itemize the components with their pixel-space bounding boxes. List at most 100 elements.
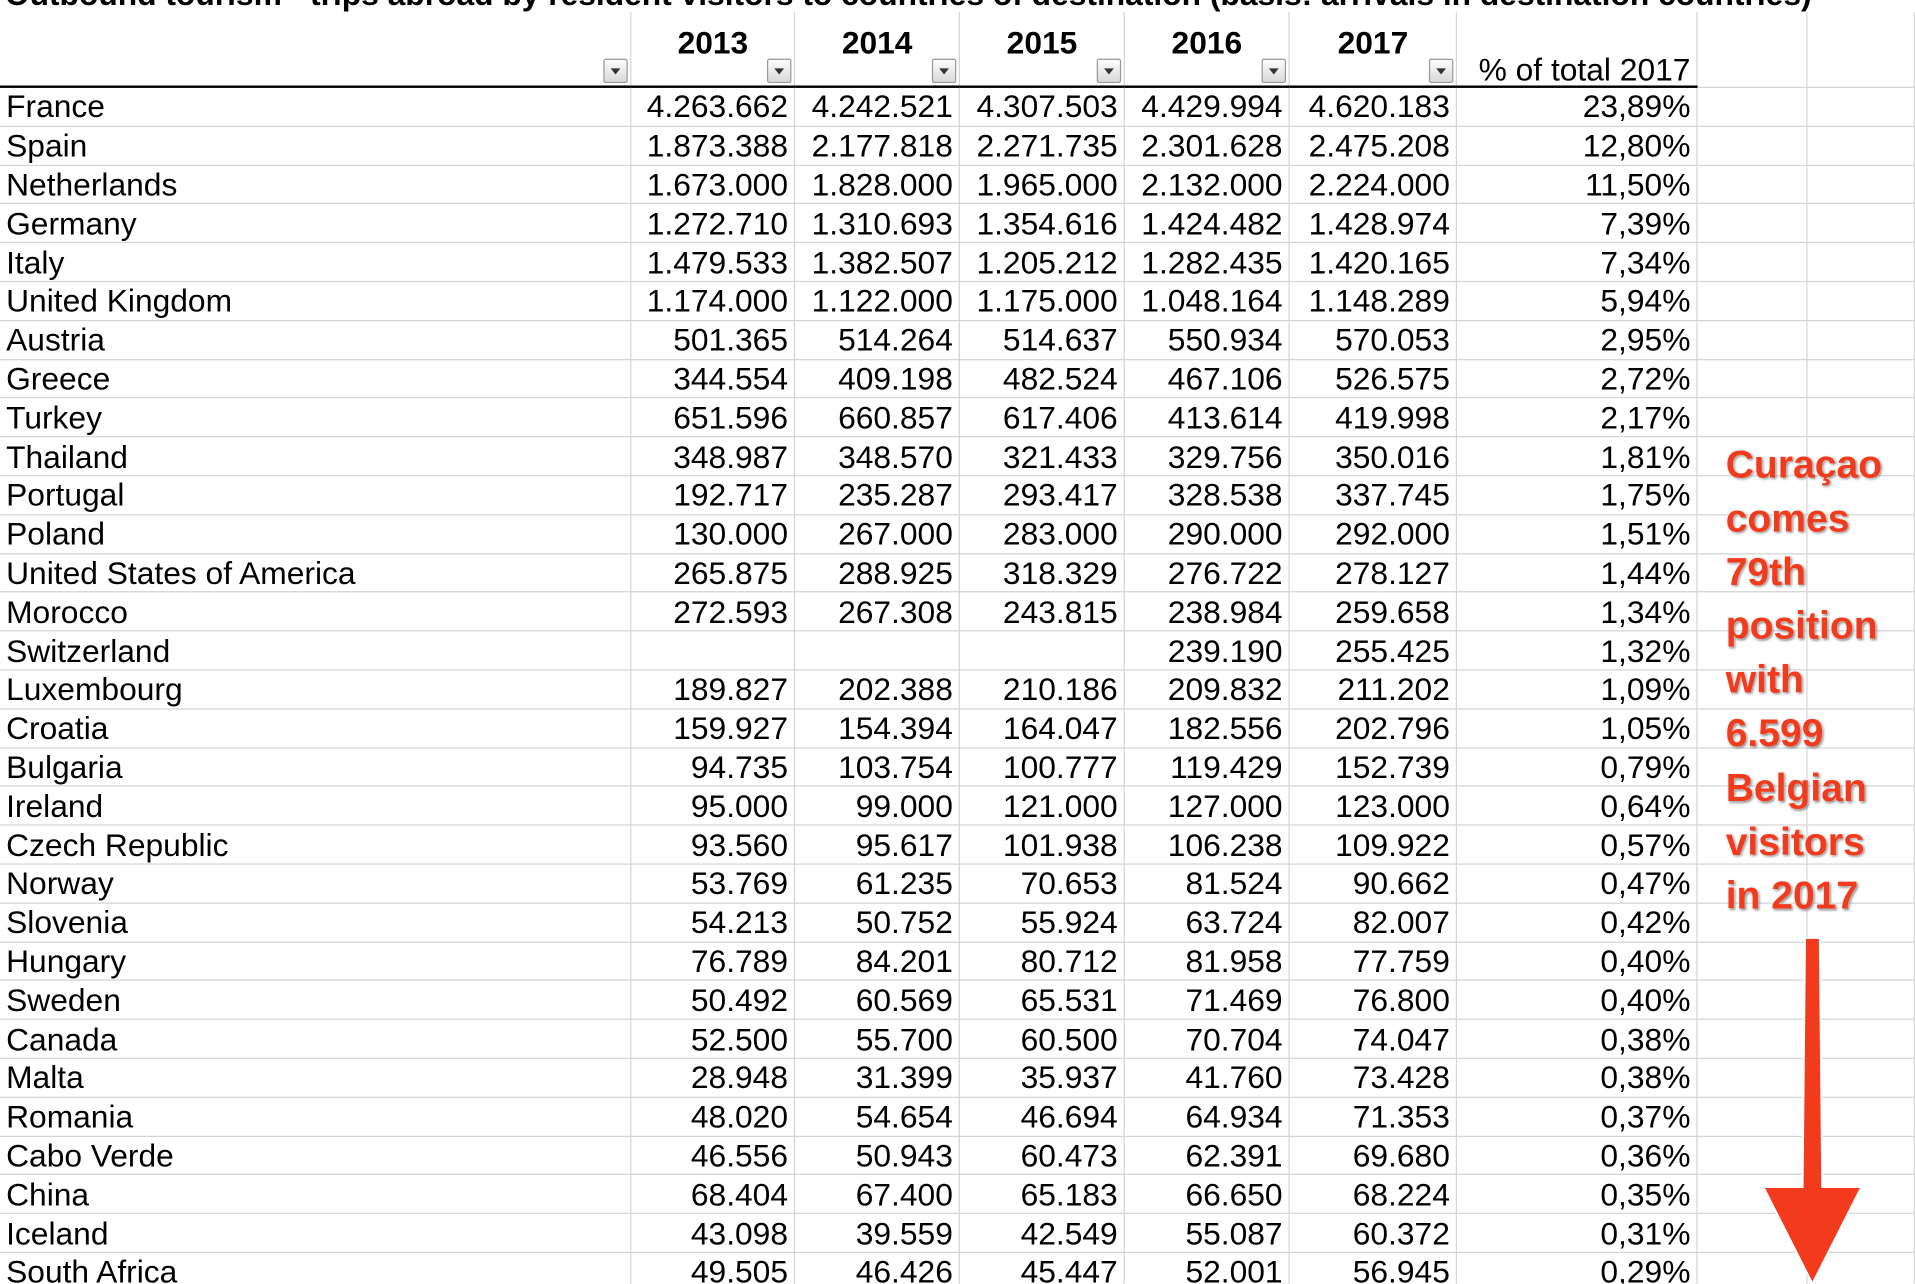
number-cell: 7,39% [1456,203,1698,244]
annotation-line: comes [1725,495,1850,540]
number-cell: 1.424.482 [1124,203,1290,244]
number-cell: 2,17% [1456,397,1698,438]
number-cell: 81.524 [1124,863,1290,904]
country-cell: Romania [0,1096,632,1137]
sheet-title: Outbound tourism - trips abroad by resid… [5,0,1812,13]
table-row: Thailand 348.987 348.570 321.433 329.756 350.… [0,436,1915,477]
number-cell: 2,72% [1456,359,1698,399]
number-cell: 12,80% [1456,126,1698,166]
table-row: Croatia 159.927 154.394 164.047 182.556 202.7… [0,708,1915,749]
table-row: Bulgaria 94.735 103.754 100.777 119.429 152.7… [0,747,1915,787]
table-row: Italy 1.479.533 1.382.507 1.205.212 1.282.43… [0,242,1915,283]
number-cell: 55.924 [959,902,1126,943]
number-cell: 0,31% [1456,1213,1698,1253]
empty-cell [1697,553,1808,593]
number-cell: 95.617 [794,825,961,865]
table-row: Czech Republic 93.560 95.617 101.938 106.238… [0,825,1915,865]
empty-cell [1697,203,1808,244]
number-cell: 1.205.212 [959,242,1126,283]
header-cell: 2014 [794,12,961,88]
empty-cell [1806,825,1915,865]
number-cell: 1.148.289 [1289,281,1458,321]
empty-cell [1697,1135,1808,1176]
number-cell: 660.857 [794,397,961,438]
header-text: % of total 2017 [1478,51,1691,87]
data-table: 2013 2014 2015 2016 2017 % of total 2017 Fran… [0,12,1915,1284]
country-cell: United Kingdom [0,281,632,321]
header-text: 2017 [1337,24,1409,62]
empty-cell [1697,281,1808,321]
number-cell: 68.404 [631,1174,796,1215]
number-cell: 23,89% [1456,86,1698,127]
number-cell: 106.238 [1124,825,1290,865]
empty-cell [1806,359,1915,399]
number-cell: 209.832 [1124,669,1290,710]
number-cell: 4.242.521 [794,86,961,127]
number-cell: 76.800 [1289,980,1458,1020]
number-cell: 74.047 [1289,1019,1458,1059]
number-cell: 5,94% [1456,281,1698,321]
number-cell: 1,81% [1456,436,1698,477]
country-cell: Slovenia [0,902,632,943]
number-cell: 54.654 [794,1096,961,1137]
number-cell: 4.620.183 [1289,86,1458,127]
table-row: Hungary 76.789 84.201 80.712 81.958 77.759 0,4… [0,941,1915,982]
number-cell: 2.132.000 [1124,164,1290,205]
number-cell: 103.754 [794,747,961,787]
number-cell [794,630,961,671]
table-row: Malta 28.948 31.399 35.937 41.760 73.428 0,38% [0,1058,1915,1098]
table-row: Spain 1.873.388 2.177.818 2.271.735 2.301.62… [0,126,1915,166]
number-cell: 159.927 [631,708,796,749]
number-cell: 39.559 [794,1213,961,1253]
number-cell: 66.650 [1124,1174,1290,1215]
country-cell: Czech Republic [0,825,632,865]
annotation-line: position [1725,603,1878,648]
number-cell: 109.922 [1289,825,1458,865]
country-cell: China [0,1174,632,1215]
empty-cell [1806,630,1915,671]
table-row: South Africa 49.505 46.426 45.447 52.001 56.9… [0,1252,1915,1284]
number-cell: 60.500 [959,1019,1126,1059]
country-cell: Cabo Verde [0,1135,632,1176]
country-cell: Netherlands [0,164,632,205]
empty-cell [1806,1019,1915,1059]
number-cell: 0,47% [1456,863,1698,904]
number-cell: 2.224.000 [1289,164,1458,205]
number-cell: 52.001 [1124,1252,1290,1284]
number-cell: 31.399 [794,1058,961,1098]
table-row: Norway 53.769 61.235 70.653 81.524 90.662 0,47… [0,863,1915,904]
number-cell: 121.000 [959,786,1126,826]
number-cell: 82.007 [1289,902,1458,943]
number-cell: 413.614 [1124,397,1290,438]
country-cell: Iceland [0,1213,632,1253]
empty-cell [1697,126,1808,166]
number-cell: 101.938 [959,825,1126,865]
empty-cell [1697,1096,1808,1137]
annotation-line: Belgian [1725,765,1867,810]
number-cell: 2,95% [1456,320,1698,360]
table-row: China 68.404 67.400 65.183 66.650 68.224 0,35% [0,1174,1915,1215]
number-cell: 63.724 [1124,902,1290,943]
number-cell: 46.426 [794,1252,961,1284]
number-cell: 50.943 [794,1135,961,1176]
empty-cell [1697,592,1808,632]
table-row: Ireland 95.000 99.000 121.000 127.000 123.000… [0,786,1915,826]
number-cell: 71.353 [1289,1096,1458,1137]
number-cell: 2.271.735 [959,126,1126,166]
header-cell: 2016 [1124,12,1290,88]
number-cell: 123.000 [1289,786,1458,826]
number-cell: 651.596 [631,397,796,438]
table-row: United Kingdom 1.174.000 1.122.000 1.175.00… [0,281,1915,321]
table-row: Germany 1.272.710 1.310.693 1.354.616 1.424.… [0,203,1915,244]
number-cell: 1.122.000 [794,281,961,321]
number-cell: 43.098 [631,1213,796,1253]
empty-cell [1697,1019,1808,1059]
empty-cell [1697,164,1808,205]
number-cell: 0,35% [1456,1174,1698,1215]
number-cell: 130.000 [631,514,796,554]
country-cell: Greece [0,359,632,399]
empty-cell [1806,941,1915,982]
number-cell: 2.177.818 [794,126,961,166]
number-cell: 41.760 [1124,1058,1290,1098]
